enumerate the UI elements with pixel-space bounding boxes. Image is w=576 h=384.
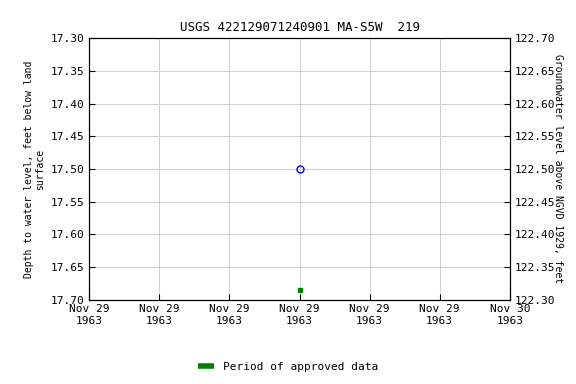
Y-axis label: Depth to water level, feet below land
surface: Depth to water level, feet below land su… (24, 60, 45, 278)
Title: USGS 422129071240901 MA-S5W  219: USGS 422129071240901 MA-S5W 219 (180, 22, 419, 35)
Y-axis label: Groundwater level above NGVD 1929, feet: Groundwater level above NGVD 1929, feet (554, 55, 563, 283)
Legend: Period of approved data: Period of approved data (193, 358, 383, 377)
